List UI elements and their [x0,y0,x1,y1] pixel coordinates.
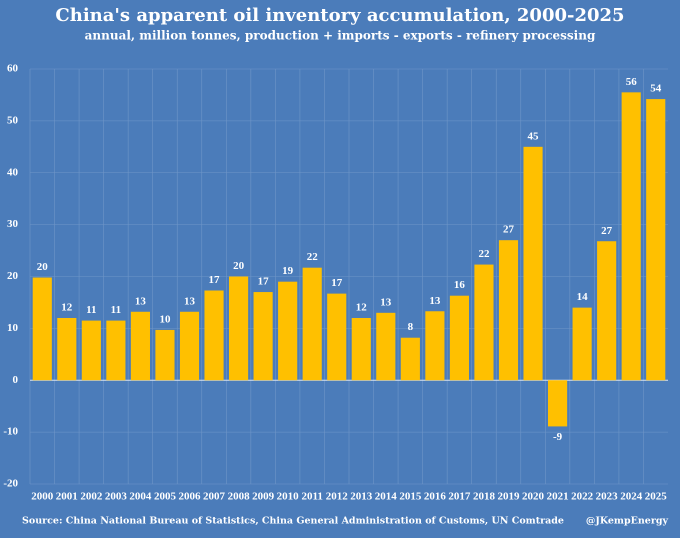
x-tick-label: 2013 [350,491,373,503]
bar [130,311,150,381]
bar [498,240,519,381]
value-label: -9 [553,431,563,443]
x-tick-label: 2008 [228,491,251,503]
y-tick-label: 10 [7,322,19,334]
bar [57,318,77,381]
y-tick-label: 40 [7,166,19,178]
x-tick-label: 2015 [399,491,422,503]
bar [229,276,249,381]
x-tick-label: 2007 [203,491,226,503]
value-label: 56 [626,76,638,88]
value-label: 27 [503,224,515,236]
bar [278,281,298,381]
x-tick-label: 2011 [301,491,322,503]
x-tick-label: 2025 [645,491,668,503]
x-tick-label: 2010 [277,491,300,503]
y-tick-label: 0 [13,374,19,386]
value-label: 19 [282,265,294,277]
x-tick-label: 2003 [105,491,128,503]
x-tick-label: 2012 [326,491,349,503]
value-label: 20 [233,260,245,272]
y-tick-label: 50 [7,114,19,126]
value-label: 11 [111,304,121,316]
x-tick-label: 2001 [56,491,78,503]
bar [523,146,543,381]
x-tick-label: 2009 [252,491,275,503]
value-label: 54 [650,83,662,95]
x-tick-label: 2022 [571,491,594,503]
x-tick-label: 2002 [80,491,103,503]
value-label: 13 [135,295,147,307]
value-label: 17 [209,274,221,286]
value-label: 17 [258,276,270,288]
value-label: 17 [331,277,343,289]
bar [400,337,420,381]
bar [155,329,175,381]
x-tick-label: 2004 [129,491,152,503]
bar [253,292,273,381]
chart-title: China's apparent oil inventory accumulat… [55,5,624,26]
x-tick-label: 2014 [375,491,398,503]
value-label: 10 [159,313,171,325]
bar [179,311,200,381]
value-label: 20 [37,261,49,273]
value-label: 22 [307,251,319,263]
x-tick-label: 2023 [596,491,619,503]
bar [621,92,641,381]
value-label: 8 [408,321,414,333]
y-tick-label: 20 [7,270,19,282]
x-tick-label: 2018 [473,491,496,503]
value-label: 14 [577,291,589,303]
bar [106,320,126,381]
bar [32,277,52,381]
bar [351,318,371,381]
x-tick-label: 2005 [154,491,177,503]
x-tick-label: 2024 [620,491,643,503]
bar [449,295,469,381]
credit: @JKempEnergy [586,516,669,527]
y-tick-label: -10 [3,426,18,438]
bar [81,320,101,381]
y-tick-label: 60 [7,63,19,75]
value-label: 45 [528,130,540,142]
value-label: 11 [86,304,96,316]
value-label: 12 [61,302,73,314]
x-tick-label: 2019 [498,491,521,503]
value-label: 27 [601,225,613,237]
value-label: 13 [429,295,441,307]
x-tick-label: 2016 [424,491,447,503]
bar [646,99,666,381]
x-tick-label: 2020 [522,491,545,503]
source-note: Source: China National Bureau of Statist… [22,516,564,527]
bar [376,312,396,381]
value-label: 12 [356,302,368,314]
bar [327,293,347,381]
x-tick-label: 2021 [547,491,569,503]
value-label: 13 [184,295,196,307]
bar [474,264,494,381]
value-label: 13 [380,296,392,308]
x-tick-label: 2017 [448,491,471,503]
bar [548,380,568,427]
y-tick-label: -20 [3,478,18,490]
bar [597,241,617,381]
x-tick-label: 2000 [31,491,54,503]
bar [425,311,445,381]
y-tick-label: 30 [7,218,19,230]
value-label: 16 [454,279,466,291]
bar [204,290,224,381]
value-label: 22 [478,248,490,260]
chart-subtitle: annual, million tonnes, production + imp… [85,29,596,43]
bar [302,267,322,381]
bar [572,307,592,381]
x-tick-label: 2006 [179,491,202,503]
